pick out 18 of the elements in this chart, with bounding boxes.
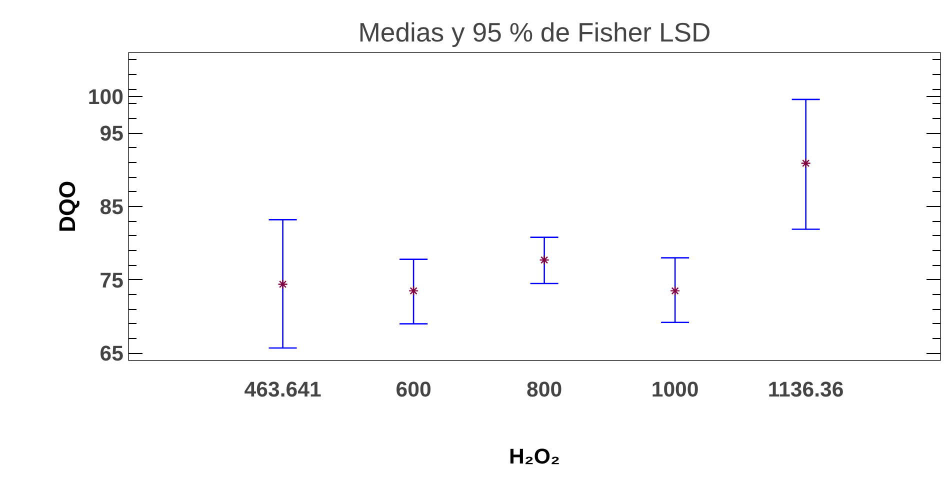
x-tick-label: 1136.36: [768, 378, 844, 402]
x-tick-label: 800: [526, 378, 562, 402]
y-axis-title: DQO: [54, 180, 80, 232]
y-tick-label: 65: [100, 342, 124, 366]
chart-title: Medias y 95 % de Fisher LSD: [358, 18, 711, 48]
y-tick-label: 95: [100, 122, 124, 146]
point: [800, 158, 811, 168]
x-tick-label: 463.641: [244, 378, 322, 402]
point: [670, 286, 680, 296]
x-axis-title: H₂O₂: [509, 444, 560, 468]
y-tick-label: 85: [100, 195, 124, 219]
y-tick-label: 100: [88, 85, 124, 109]
y-tick-label: 75: [100, 268, 124, 292]
point: [408, 286, 419, 296]
x-tick-label: 1000: [651, 378, 699, 402]
point: [278, 279, 288, 290]
x-tick-label: 600: [396, 378, 432, 402]
point: [539, 254, 550, 266]
